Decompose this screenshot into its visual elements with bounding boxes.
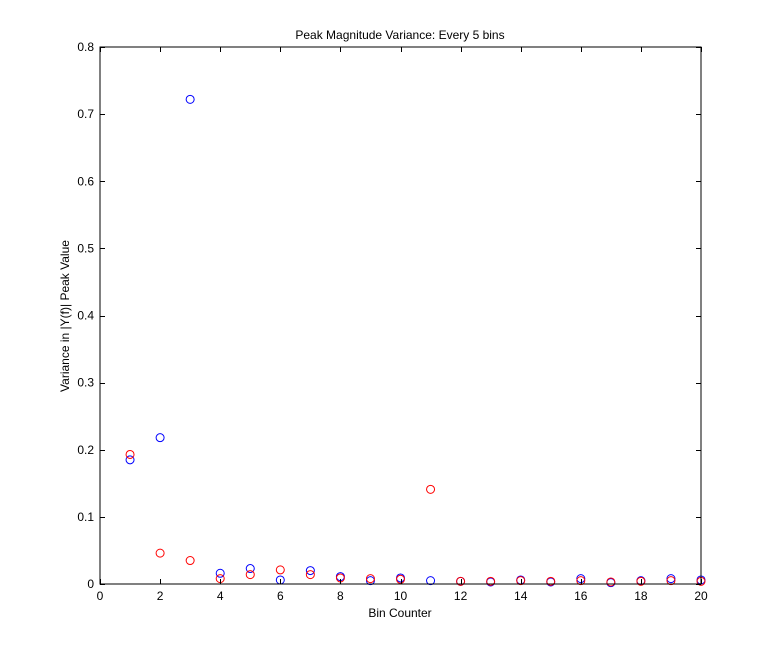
data-point (666, 576, 676, 586)
y-tick-label: 0.3 (77, 376, 94, 390)
data-point (426, 576, 436, 586)
x-tick-label: 8 (337, 589, 344, 603)
y-tick-label: 0.7 (77, 107, 94, 121)
plot-area (100, 47, 701, 584)
y-tick-label: 0.5 (77, 241, 94, 255)
data-point (245, 564, 255, 574)
data-point (275, 565, 285, 575)
data-point (516, 576, 526, 586)
data-point (305, 566, 315, 576)
data-point (365, 574, 375, 584)
data-point (576, 576, 586, 586)
data-point (636, 576, 646, 586)
data-point (155, 433, 165, 443)
data-marks (125, 94, 706, 588)
axes-box (99, 46, 702, 585)
x-tick-label: 0 (97, 589, 104, 603)
x-tick-label: 12 (454, 589, 468, 603)
data-point (185, 556, 195, 566)
data-point (606, 577, 616, 587)
x-tick-label: 10 (394, 589, 408, 603)
data-point (305, 570, 315, 580)
x-axis-label: Bin Counter (368, 606, 431, 620)
chart-title: Peak Magnitude Variance: Every 5 bins (295, 28, 504, 42)
data-point (456, 576, 466, 586)
series-2 (125, 449, 706, 587)
data-point (185, 94, 195, 104)
axes: 0 2 4 6 8 10 12 14 16 18 20 0 0.1 0.2 0.3 0.4 0.5 0.6 0.7 0… (77, 40, 708, 603)
data-point (245, 570, 255, 580)
data-point (426, 484, 436, 494)
data-point (546, 576, 556, 586)
y-tick-label: 0.1 (77, 510, 94, 524)
x-tick-label: 6 (277, 589, 284, 603)
y-tick-label: 0.4 (77, 309, 94, 323)
x-tick-label: 16 (574, 589, 588, 603)
x-tick-label: 14 (514, 589, 528, 603)
x-tick-label: 18 (634, 589, 648, 603)
x-tick-label: 2 (157, 589, 164, 603)
data-point (155, 548, 165, 558)
y-tick-label: 0.6 (77, 174, 94, 188)
data-point (125, 449, 135, 459)
data-point (125, 455, 135, 465)
x-tick-label: 4 (217, 589, 224, 603)
data-point (215, 568, 225, 578)
x-tick-label: 20 (694, 589, 708, 603)
data-point (486, 576, 496, 586)
y-tick-label: 0.2 (77, 443, 94, 457)
y-axis-label: Variance in |Y(f)| Peak Value (58, 240, 72, 392)
y-tick-label: 0.8 (77, 40, 94, 54)
y-tick-label: 0 (87, 577, 94, 591)
data-point (396, 574, 405, 584)
